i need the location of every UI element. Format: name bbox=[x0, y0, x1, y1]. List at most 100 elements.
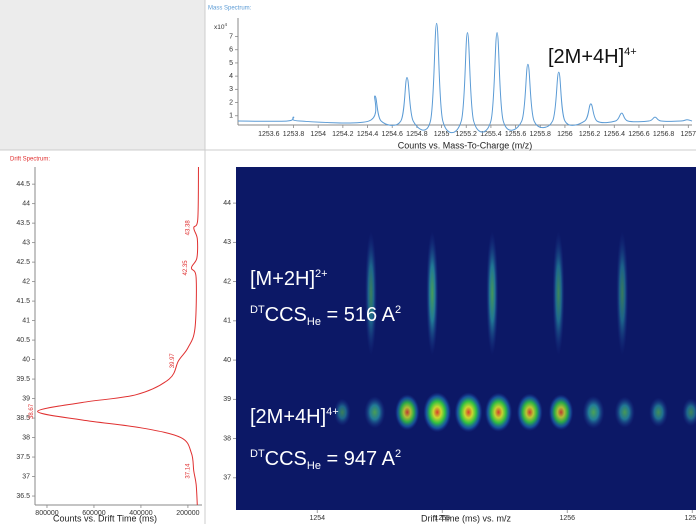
heatmap-spot bbox=[423, 392, 452, 433]
x-tick-label: 1255.8 bbox=[530, 131, 552, 138]
y-tick-label: 42.5 bbox=[16, 259, 30, 266]
heatmap-spot bbox=[582, 395, 605, 429]
x-tick-label: 800000 bbox=[35, 510, 58, 517]
annotation: [2M+4H]4+ bbox=[548, 46, 637, 68]
x-tick-label: 1257 bbox=[684, 515, 696, 522]
x-tick-label: 1256.2 bbox=[579, 131, 601, 138]
annotation-part: CCS bbox=[265, 304, 307, 326]
heatmap-spot bbox=[614, 396, 635, 428]
x-tick-label: 1254.6 bbox=[382, 131, 404, 138]
x-tick-label: 1254.8 bbox=[406, 131, 428, 138]
heatmap-spot bbox=[395, 394, 420, 431]
annotation-part: = 947 A bbox=[321, 448, 396, 470]
x-tick-label: 1255 bbox=[434, 131, 450, 138]
peak-label: 38.67 bbox=[29, 403, 35, 419]
x-tick-label: 1253.8 bbox=[283, 131, 305, 138]
heatmap-spots bbox=[333, 231, 696, 433]
y-tick-label: 37 bbox=[223, 475, 231, 482]
y-tick-label: 6 bbox=[229, 47, 233, 54]
y-tick-label: 38 bbox=[22, 434, 30, 441]
y-tick-label: 36.5 bbox=[16, 493, 30, 500]
y-tick-label: 3 bbox=[229, 86, 233, 93]
x-tick-label: 600000 bbox=[82, 510, 105, 517]
x-tick-label: 1256.8 bbox=[653, 131, 675, 138]
heatmap-spot bbox=[516, 393, 543, 432]
y-tick-label: 38.5 bbox=[16, 415, 30, 422]
x-axis-label: Counts vs. Mass-To-Charge (m/z) bbox=[398, 140, 533, 150]
heatmap-spot bbox=[454, 392, 483, 433]
y-tick-label: 41.5 bbox=[16, 298, 30, 305]
x-tick-label: 1255 bbox=[434, 515, 450, 522]
drift-line bbox=[37, 166, 199, 506]
annotation-part: = 516 A bbox=[321, 304, 396, 326]
y-tick-label: 5 bbox=[229, 60, 233, 67]
x-tick-label: 1254 bbox=[309, 515, 325, 522]
x-tick-label: 1255.2 bbox=[456, 131, 478, 138]
y-tick-label: 37 bbox=[22, 473, 30, 480]
y-tick-label: 44.5 bbox=[16, 181, 30, 188]
annotation-part: He bbox=[307, 460, 321, 472]
y-tick-label: 39.5 bbox=[16, 376, 30, 383]
y-tick-label: 7 bbox=[229, 33, 233, 40]
y-tick-label: 1 bbox=[229, 113, 233, 120]
y-unit-base: x10 bbox=[214, 24, 225, 31]
annotation-part: 4+ bbox=[624, 46, 637, 58]
y-tick-label: 41 bbox=[223, 318, 231, 325]
y-tick-label: 40 bbox=[223, 357, 231, 364]
heatmap-spot bbox=[616, 231, 629, 356]
heatmap-spot bbox=[649, 397, 668, 428]
x-tick-label: 1256 bbox=[559, 515, 575, 522]
panel-title: Mass Spectrum: bbox=[208, 6, 252, 12]
y-tick-label: 41 bbox=[22, 317, 30, 324]
x-tick-label: 200000 bbox=[176, 510, 199, 517]
annotation-part: 2+ bbox=[315, 268, 328, 280]
annotation-part: CCS bbox=[265, 448, 307, 470]
heatmap-spot bbox=[548, 394, 574, 431]
annotation-part: DT bbox=[250, 304, 265, 316]
annotation-part: [2M+4H] bbox=[548, 46, 624, 68]
x-tick-label: 1256.4 bbox=[604, 131, 626, 138]
heatmap-spot bbox=[364, 396, 386, 429]
panel-title: Drift Spectrum: bbox=[10, 157, 50, 163]
y-tick-label: 42 bbox=[223, 278, 231, 285]
annotation-part: [M+2H] bbox=[250, 268, 315, 290]
heatmap-spot bbox=[682, 398, 696, 427]
y-tick-label: 39 bbox=[22, 395, 30, 402]
spectrum-line bbox=[237, 22, 693, 134]
y-tick-label: 40 bbox=[22, 356, 30, 363]
annotation-part: 4+ bbox=[326, 406, 339, 418]
annotation-part: [2M+4H] bbox=[250, 406, 326, 428]
annotation-part: 2 bbox=[395, 304, 401, 316]
x-axis-label: Counts vs. Drift Time (ms) bbox=[53, 513, 157, 523]
y-tick-label: 40.5 bbox=[16, 337, 30, 344]
x-tick-label: 400000 bbox=[129, 510, 152, 517]
heatmap-spot bbox=[426, 231, 439, 356]
peak-label: 39.97 bbox=[170, 353, 176, 369]
heatmap-spot bbox=[484, 392, 513, 432]
heatmap-spot bbox=[365, 231, 377, 356]
y-tick-label: 2 bbox=[229, 99, 233, 106]
heatmap-spot bbox=[333, 398, 351, 426]
y-tick-label: 39 bbox=[223, 396, 231, 403]
y-tick-label: 37.5 bbox=[16, 454, 30, 461]
y-tick-label: 4 bbox=[229, 73, 233, 80]
y-tick-label: 42 bbox=[22, 278, 30, 285]
x-tick-label: 1256.6 bbox=[628, 131, 650, 138]
empty-panel bbox=[0, 0, 205, 150]
annotation: [2M+4H]4+ bbox=[250, 406, 339, 428]
annotation: DTCCSHe = 516 A2 bbox=[250, 304, 401, 328]
peak-label: 42.35 bbox=[183, 260, 189, 276]
y-tick-label: 38 bbox=[223, 435, 231, 442]
x-tick-label: 1255.4 bbox=[480, 131, 502, 138]
x-tick-label: 1254.4 bbox=[357, 131, 379, 138]
y-unit: x104 bbox=[214, 22, 227, 31]
x-tick-label: 1256 bbox=[557, 131, 573, 138]
y-tick-label: 43.5 bbox=[16, 220, 30, 227]
x-axis-label: Drift Time (ms) vs. m/z bbox=[421, 513, 511, 523]
x-tick-label: 1254.2 bbox=[332, 131, 354, 138]
peak-label: 43.38 bbox=[185, 220, 191, 236]
heatmap-spot bbox=[552, 231, 565, 356]
peak-label: 37.14 bbox=[185, 463, 191, 479]
y-tick-label: 43 bbox=[22, 239, 30, 246]
